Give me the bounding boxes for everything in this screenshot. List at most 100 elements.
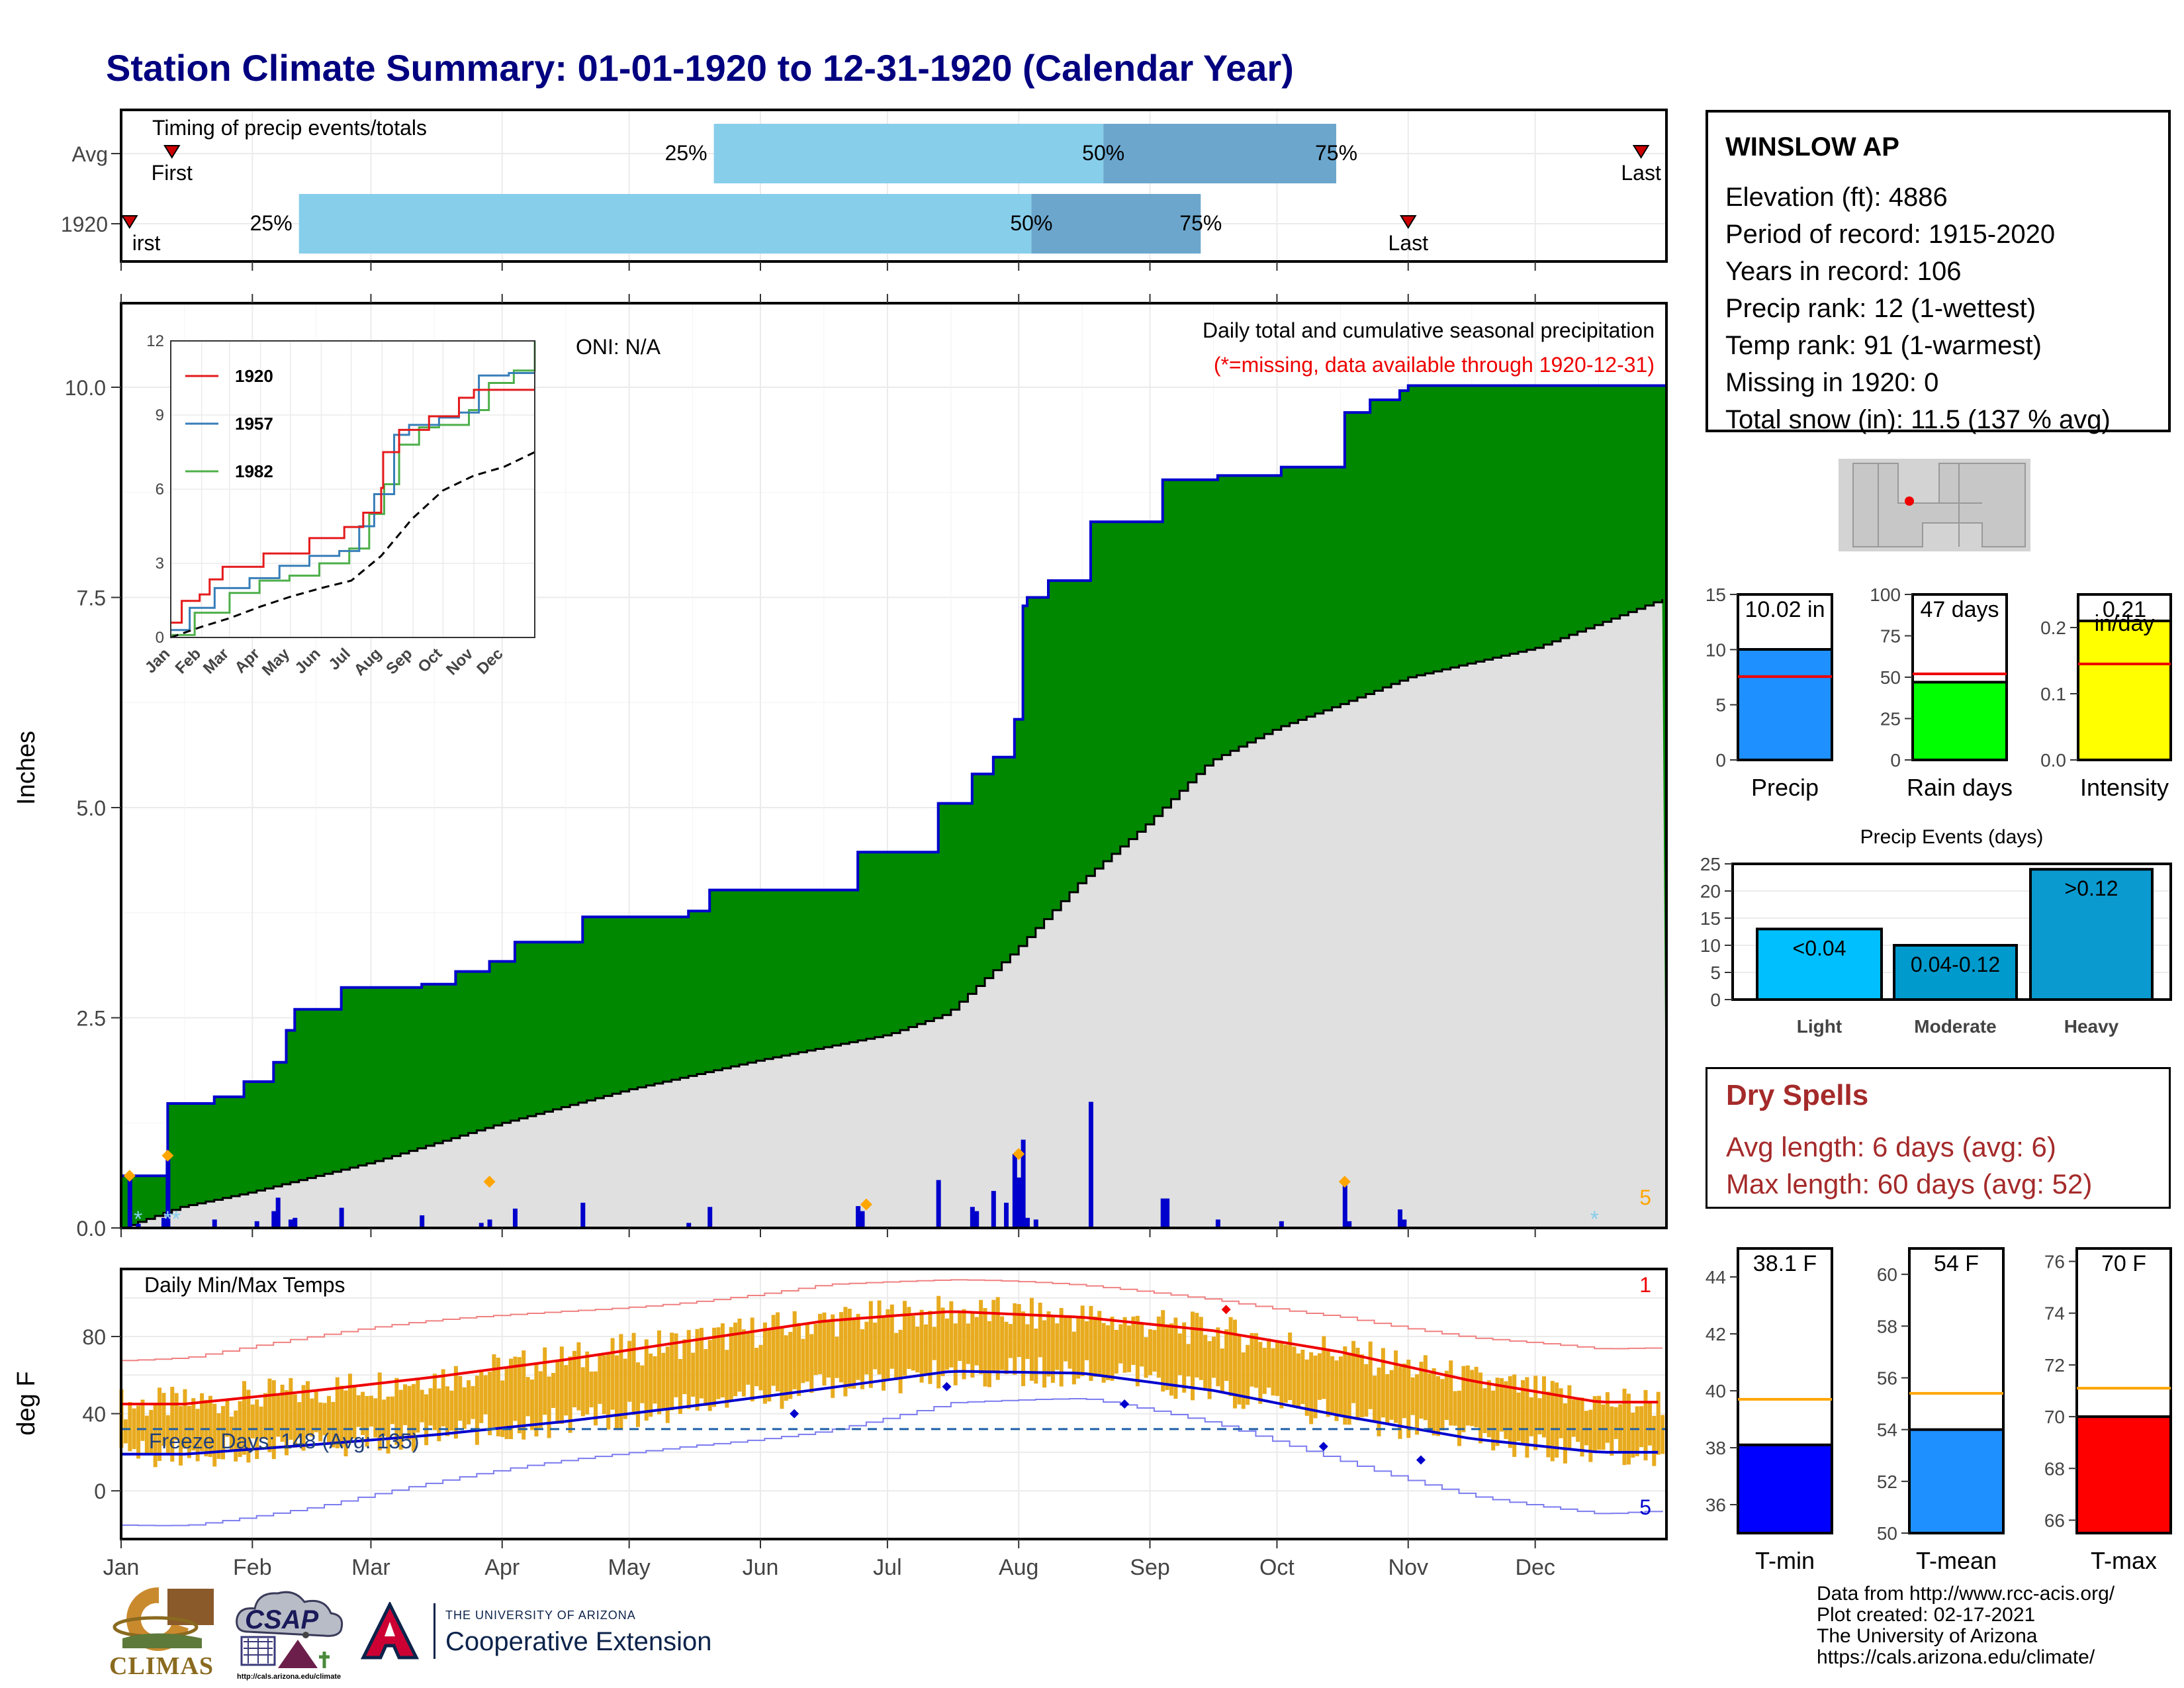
month-label: Jan [103,1555,140,1580]
temp-range-bar [593,1371,598,1426]
temp-range-bar [356,1395,361,1427]
temp-range-bar [860,1329,865,1389]
temp-range-bar [754,1348,759,1387]
temp-range-bar [1317,1353,1322,1400]
temp-range-bar [377,1372,382,1451]
temp-range-bar [801,1338,805,1383]
temp-range-bar [492,1354,496,1427]
month-label: Mar [351,1555,390,1580]
temp-range-bar [1021,1311,1026,1386]
temp-range-bar [631,1333,636,1415]
tmean-value-label: 54 F [1934,1251,1979,1276]
record-max-line [121,1279,1663,1362]
daily-precip-bar [478,1223,484,1228]
temp-range-bar [822,1312,827,1386]
temp-range-bar [538,1371,543,1429]
temp-range-bar [158,1387,162,1462]
station-elevation: Elevation (ft): 4886 [1725,183,1948,212]
intensity-ytick-label: 0.2 [2040,618,2066,638]
temp-range-bar [974,1317,979,1366]
temp-range-bar [923,1324,928,1375]
daily-precip-bar [580,1202,586,1228]
temp-range-bar [369,1395,373,1427]
temp-range-bar [576,1342,581,1411]
temps-ytick-label: 80 [82,1325,106,1349]
temp-range-bar [522,1350,526,1440]
month-label: Jul [873,1555,901,1580]
temp-range-bar [394,1378,399,1445]
temp-range-bar [1199,1317,1203,1380]
station-precip-rank: Precip rank: 12 (1-wettest) [1725,294,2036,323]
tmax-ytick-label: 72 [2044,1355,2065,1376]
temp-range-bar [326,1395,331,1444]
temp-range-bar [297,1402,302,1438]
temp-range-bar [352,1387,357,1439]
temp-range-bar [1576,1397,1580,1442]
temp-range-bar [873,1323,878,1370]
timing-row-label: Avg [71,142,108,166]
temp-range-bar [390,1396,394,1425]
record-precip-marker [123,1170,136,1182]
temp-range-bar [386,1396,390,1454]
temp-range-bar [284,1390,289,1456]
temp-range-bar [225,1399,230,1437]
temp-range-bar [619,1334,623,1430]
temp-range-bar [1474,1366,1479,1428]
temp-range-bar [1512,1374,1517,1457]
month-label: Sep [1130,1555,1170,1580]
temp-range-bar [1296,1353,1300,1409]
temp-range-bar [1601,1404,1606,1450]
temp-range-bar [670,1333,674,1411]
daily-precip-bar [339,1207,344,1228]
temp-range-bar [123,1419,128,1444]
precip-ytick-label: 2.5 [77,1007,106,1031]
daily-precip-bar [1347,1221,1352,1228]
temp-range-bar [432,1374,437,1430]
temp-range-bar [212,1403,217,1467]
temp-range-bar [877,1300,882,1375]
temp-range-bar [589,1371,594,1408]
intensity-unit-label: in/day [2095,611,2155,636]
temp-range-bar [962,1309,966,1380]
station-period: Period of record: 1915-2020 [1725,220,2056,249]
precip-event-bar [1756,927,1883,1002]
record-min-line [121,1398,1663,1526]
temp-range-bar [229,1416,234,1451]
temp-range-bar [1436,1376,1441,1436]
temp-range-bar [1080,1305,1085,1376]
temp-range-bar [1211,1336,1216,1378]
temp-range-bar [1470,1370,1475,1427]
temp-range-bar [1055,1323,1060,1370]
temp-range-bar [1122,1317,1127,1373]
daily-precip-bar [161,1217,166,1228]
temp-range-bar [216,1413,221,1459]
temp-range-bar [1444,1370,1449,1421]
precip-events-ytick-label: 20 [1700,881,1721,902]
temp-range-bar [640,1365,645,1403]
temp-range-bar [1571,1399,1576,1437]
precip-event-bar-label: 0.04-0.12 [1911,953,2000,976]
daily-precip-bar [271,1211,277,1228]
temp-range-bar [1338,1356,1343,1416]
temp-range-bar [1419,1362,1424,1419]
temp-range-bar [695,1329,700,1411]
credit-line: Plot created: 02-17-2021 [1817,1604,2036,1626]
temp-range-bar [246,1389,251,1463]
temp-range-bar [1415,1374,1420,1435]
temp-range-bar [543,1347,547,1415]
temp-range-bar [1029,1297,1034,1381]
tmax-bar [2075,1415,2172,1534]
temp-range-bar [1610,1406,1614,1456]
temp-range-bar [919,1309,924,1383]
temp-range-bar [1004,1321,1009,1374]
temp-range-bar [1326,1348,1330,1417]
temp-range-bar [479,1371,484,1423]
temp-range-bar [428,1388,433,1426]
precip-corner-label: 5 [1639,1186,1651,1209]
temp-range-bar [1110,1317,1115,1381]
precip-ytick-label: 10.0 [65,376,106,400]
precip-event-category: Light [1797,1016,1842,1037]
temp-range-bar [784,1335,788,1401]
temp-range-bar [1567,1385,1572,1450]
temp-range-bar [1597,1395,1602,1450]
